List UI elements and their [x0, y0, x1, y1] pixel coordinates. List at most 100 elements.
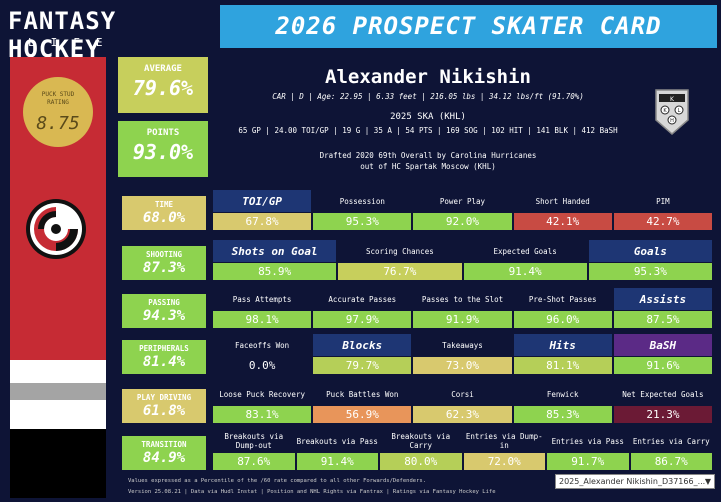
- category-shooting: SHOOTING 87.3%: [122, 246, 206, 280]
- svg-text:H: H: [670, 118, 674, 124]
- metric-value: 56.9%: [313, 406, 412, 423]
- metric-label: Power Play: [439, 196, 486, 206]
- average-value: 79.6%: [132, 76, 194, 100]
- metric-label: Puck Battles Won: [326, 389, 399, 399]
- metric-value: 91.9%: [413, 311, 512, 328]
- category-passing: PASSING 94.3%: [122, 294, 206, 328]
- metric-value: 79.7%: [313, 357, 412, 374]
- metric-value: 72.0%: [463, 453, 545, 470]
- category-peripherals: PERIPHERALS 81.4%: [122, 340, 206, 374]
- metric-label: Fenwick: [546, 389, 579, 399]
- metric-value: 42.7%: [613, 213, 712, 230]
- puck-stud-rating-badge: PUCK STUD RATING 8.75: [23, 77, 93, 147]
- metric-value: 85.9%: [213, 263, 337, 280]
- player-select-value: 2025_Alexander Nikishin_D37166_...: [559, 477, 706, 486]
- points-value: 93.0%: [132, 140, 194, 164]
- metric-label: Hits: [513, 334, 612, 356]
- player-select-dropdown[interactable]: 2025_Alexander Nikishin_D37166_... ▼: [555, 474, 715, 489]
- draft-line1: Drafted 2020 69th Overall by Carolina Hu…: [319, 151, 537, 160]
- player-name: Alexander Nikishin: [325, 66, 531, 88]
- metric-label: Faceoffs Won: [235, 340, 290, 350]
- category-value: 84.9%: [142, 450, 186, 466]
- sidebar-gray-band: [10, 383, 106, 400]
- metric-label: Corsi: [451, 389, 474, 399]
- metric-value: 80.0%: [380, 453, 462, 470]
- category-label: PLAY DRIVING: [136, 393, 192, 402]
- metric-label: Entries via Pass: [551, 436, 624, 446]
- metric-label: TOI/GP: [213, 190, 312, 212]
- footnote-version: Version 25.08.21 | Data via Hudl Instat …: [128, 489, 496, 495]
- metric-label: Pre-Shot Passes: [528, 294, 597, 304]
- logo-line1: FANTASY HOCKEY: [8, 7, 117, 63]
- metric-value: 91.4%: [463, 263, 587, 280]
- metric-label: Shots on Goal: [213, 240, 337, 262]
- metric-value: 98.1%: [213, 311, 312, 328]
- metric-label: Short Handed: [535, 196, 590, 206]
- team-color-sidebar: PUCK STUD RATING 8.75: [10, 57, 106, 498]
- metric-value: 91.6%: [613, 357, 712, 374]
- metric-value: 95.3%: [313, 213, 412, 230]
- average-box: AVERAGE 79.6%: [118, 57, 208, 113]
- card-title: 2026 PROSPECT SKATER CARD: [220, 5, 717, 48]
- metric-value: 83.1%: [213, 406, 312, 423]
- metric-value: 42.1%: [513, 213, 612, 230]
- metric-label: Blocks: [313, 334, 412, 356]
- metric-value: 67.8%: [213, 213, 312, 230]
- metric-label: Scoring Chances: [366, 246, 434, 256]
- metric-value: 96.0%: [513, 311, 612, 328]
- category-transition: TRANSITION 84.9%: [122, 436, 206, 470]
- metric-label: Expected Goals: [493, 246, 557, 256]
- points-label: POINTS: [146, 128, 180, 138]
- draft-info: Drafted 2020 69th Overall by Carolina Hu…: [228, 150, 628, 172]
- points-box: POINTS 93.0%: [118, 121, 208, 177]
- metric-value: 97.9%: [313, 311, 412, 328]
- metric-label: Entries via Carry: [632, 436, 710, 446]
- svg-text:L: L: [678, 108, 681, 114]
- sidebar-white-band: [10, 360, 106, 383]
- draft-line2: out of HC Spartak Moscow (KHL): [360, 162, 496, 171]
- footnote-percentile: Values expressed as a Percentile of the …: [128, 478, 427, 484]
- metric-label: Possession: [339, 196, 385, 206]
- sidebar-white-band: [10, 400, 106, 429]
- metric-value: 91.4%: [296, 453, 378, 470]
- category-value: 81.4%: [142, 354, 186, 370]
- metric-label: Accurate Passes: [328, 294, 397, 304]
- metric-value: 76.7%: [338, 263, 462, 280]
- metric-value: 87.5%: [613, 311, 712, 328]
- logo-line2: LIFE: [28, 36, 119, 49]
- metric-label: Goals: [588, 240, 712, 262]
- metric-label: PIM: [656, 196, 670, 206]
- category-play-driving: PLAY DRIVING 61.8%: [122, 389, 206, 423]
- category-label: TIME: [154, 200, 174, 209]
- metric-label: Takeaways: [442, 340, 483, 350]
- category-label: PERIPHERALS: [139, 344, 189, 353]
- category-value: 87.3%: [142, 260, 186, 276]
- metric-label: Breakouts via Carry: [391, 432, 451, 450]
- metric-value: 87.6%: [213, 453, 295, 470]
- metric-value: 62.3%: [413, 406, 512, 423]
- metric-label: Assists: [613, 288, 712, 310]
- category-label: PASSING: [148, 298, 180, 307]
- category-label: SHOOTING: [145, 250, 183, 259]
- metric-label: Breakouts via Dump-out: [224, 432, 284, 450]
- rating-value: 8.75: [36, 113, 80, 134]
- season-stats-line: 65 GP | 24.00 TOI/GP | 19 G | 35 A | 54 …: [238, 126, 618, 135]
- svg-text:K: K: [663, 108, 667, 114]
- khl-logo-icon: K K L H: [655, 89, 689, 135]
- category-time: TIME 68.0%: [122, 196, 206, 230]
- rating-label-line2: RATING: [47, 99, 69, 106]
- metric-value: 0.0%: [248, 359, 276, 372]
- average-label: AVERAGE: [144, 64, 182, 74]
- chevron-down-icon[interactable]: ▼: [704, 477, 711, 486]
- metric-value: 85.3%: [513, 406, 612, 423]
- sidebar-black-band: [10, 429, 106, 498]
- metric-value: 81.1%: [513, 357, 612, 374]
- rating-label-line1: PUCK STUD: [41, 91, 75, 98]
- metric-value: 91.7%: [547, 453, 629, 470]
- category-value: 68.0%: [142, 210, 186, 226]
- metric-label: Passes to the Slot: [421, 294, 504, 304]
- metric-value: 95.3%: [588, 263, 712, 280]
- category-label: TRANSITION: [141, 440, 187, 449]
- metric-label: Pass Attempts: [232, 294, 292, 304]
